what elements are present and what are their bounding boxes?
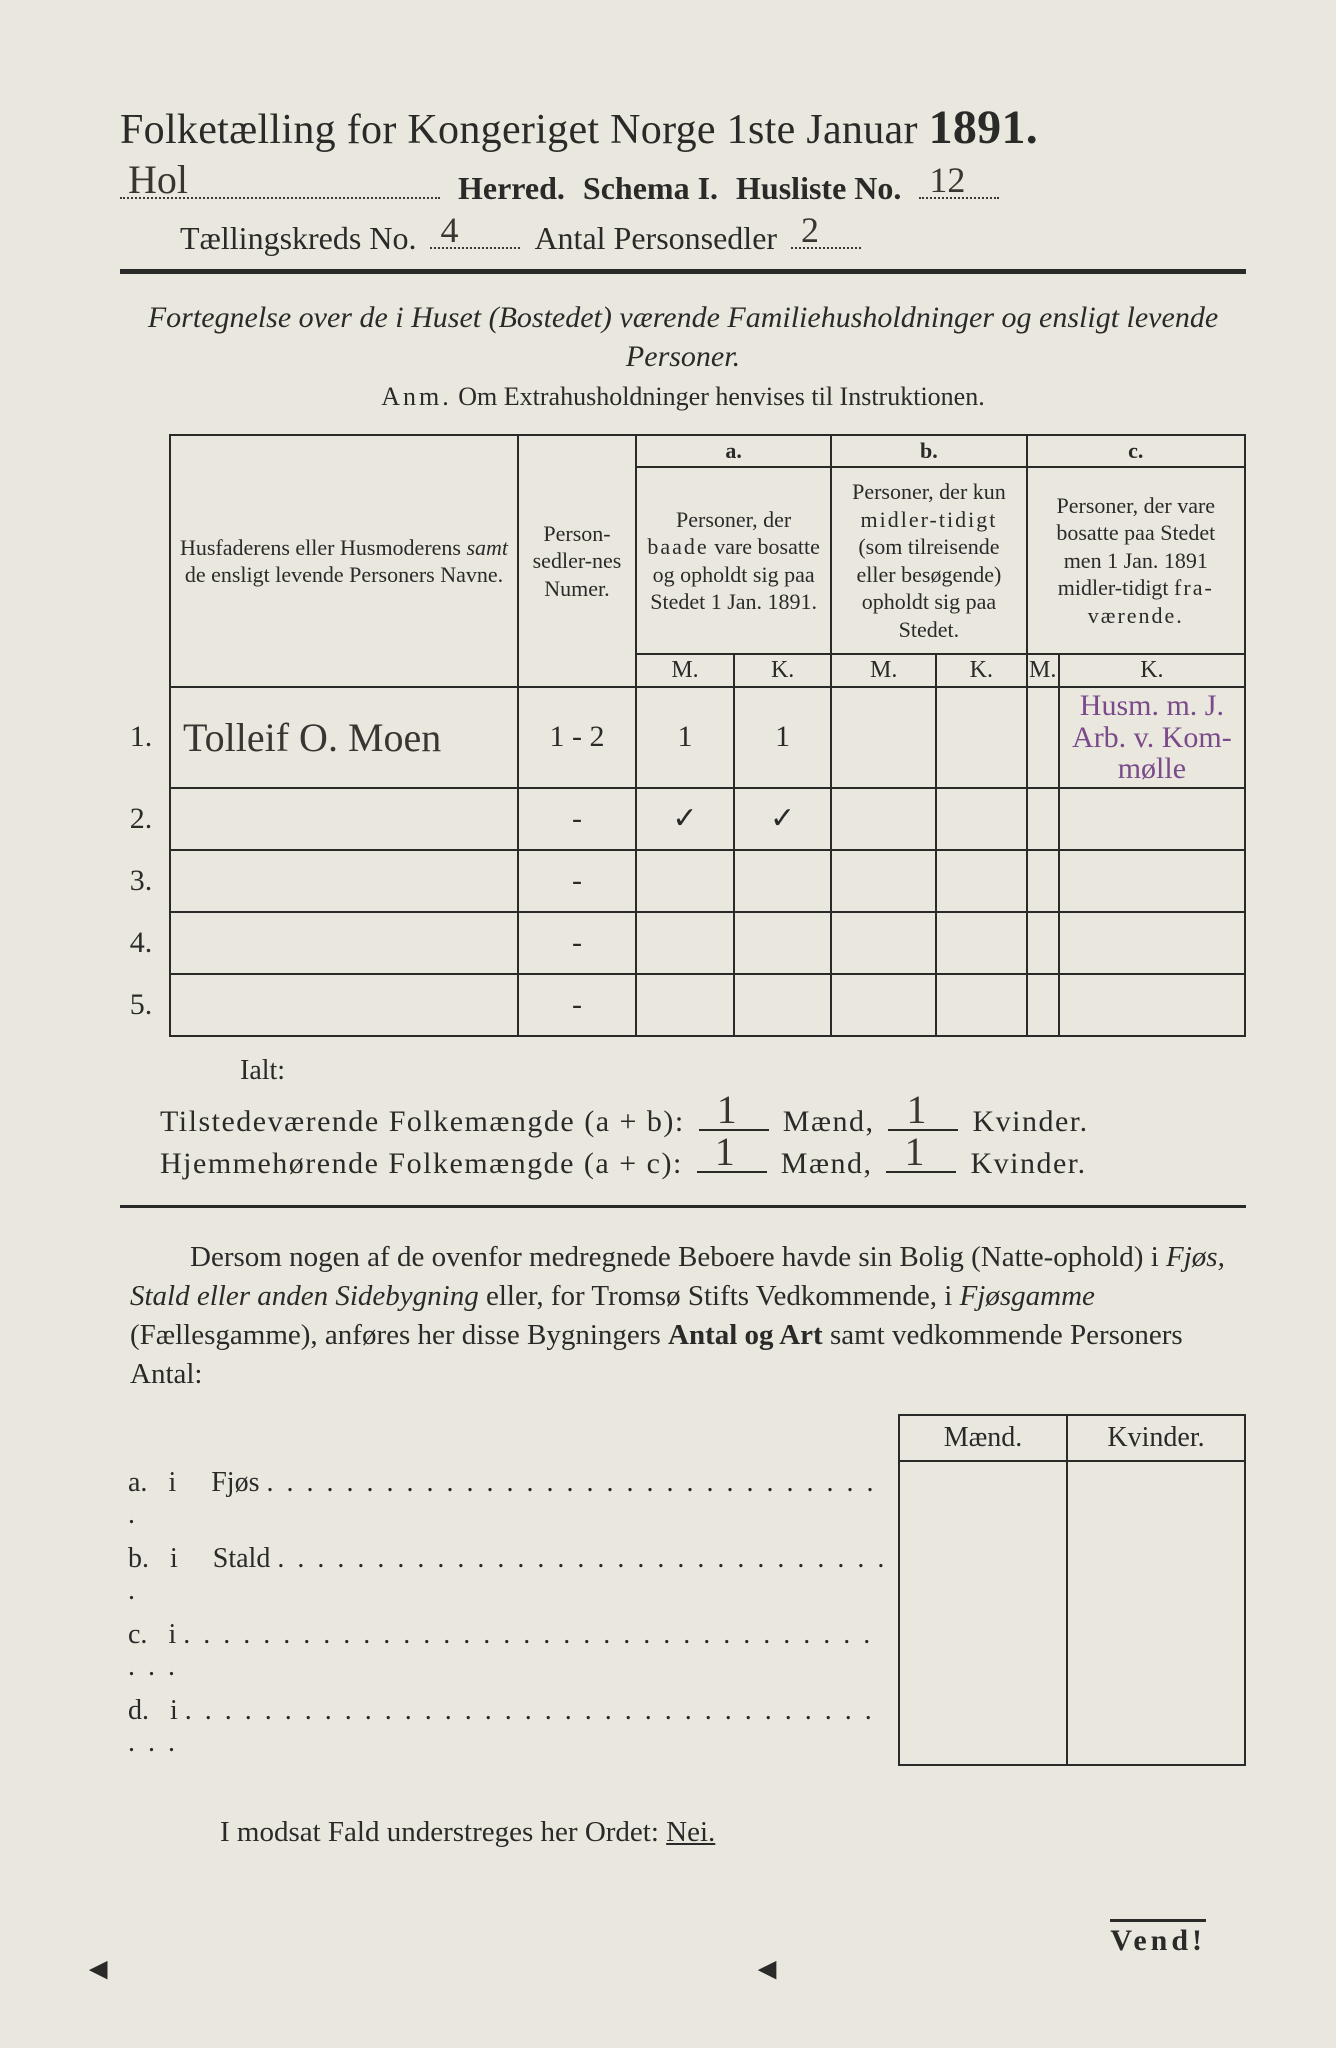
margin-note: Husm. m. J.Arb. v. Kom-mølle — [1059, 687, 1245, 788]
schema-label: Schema I. — [583, 170, 718, 207]
lower-row: b. i Stald . . . . . . . . . . . . . . .… — [120, 1537, 1245, 1613]
col-names: Husfaderens eller Husmoderens samt de en… — [170, 435, 518, 687]
herred-value: Hol — [128, 156, 188, 203]
col-a-label: a. — [636, 435, 831, 467]
table-body: 1. Tolleif O. Moen 1 - 2 1 1 Husm. m. J.… — [120, 687, 1245, 1036]
main-table: Husfaderens eller Husmoderens samt de en… — [120, 434, 1246, 1037]
table-row: 5. - — [120, 974, 1245, 1036]
kreds-field: 4 — [430, 217, 520, 249]
totals-line-1: Tilstedeværende Folkemængde (a + b): 1 M… — [160, 1101, 1246, 1139]
sedler-value: 2 — [801, 209, 819, 251]
c-m: M. — [1027, 654, 1059, 687]
c-k: K. — [1059, 654, 1245, 687]
herred-label: Herred. — [458, 170, 565, 207]
lower-table: Mænd. Kvinder. a. i Fjøs . . . . . . . .… — [120, 1414, 1246, 1766]
kreds-label: Tællingskreds No. — [180, 220, 416, 257]
row-name: Tolleif O. Moen — [183, 715, 441, 760]
herred-field: Hol — [120, 167, 440, 199]
corner-mark-left: ◂ — [90, 1948, 107, 1988]
table-row: 3. - — [120, 850, 1245, 912]
anm-text: Om Extrahusholdninger henvises til Instr… — [458, 382, 984, 411]
b-k: K. — [936, 654, 1027, 687]
a-k: K. — [734, 654, 831, 687]
b-m: M. — [831, 654, 936, 687]
rule-top — [120, 269, 1246, 274]
lower-row: c. i . . . . . . . . . . . . . . . . . .… — [120, 1613, 1245, 1689]
husliste-field: 12 — [919, 167, 999, 199]
corner-mark-mid: ◂ — [759, 1948, 776, 1988]
sedler-field: 2 — [791, 217, 861, 249]
kreds-value: 4 — [440, 209, 458, 251]
col-b-label: b. — [831, 435, 1026, 467]
modsat-line: I modsat Fald understreges her Ordet: Ne… — [220, 1816, 1246, 1849]
table-row: 1. Tolleif O. Moen 1 - 2 1 1 Husm. m. J.… — [120, 687, 1245, 788]
husliste-value: 12 — [929, 159, 965, 201]
header-line-2: Hol Herred. Schema I. Husliste No. 12 — [120, 167, 1246, 207]
sedler-label: Antal Personsedler — [534, 220, 777, 257]
col-c-label: c. — [1027, 435, 1245, 467]
title-year: 1891. — [929, 101, 1039, 154]
lower-paragraph: Dersom nogen af de ovenfor medregnede Be… — [130, 1238, 1236, 1395]
anm-label: Anm. — [381, 382, 452, 411]
header-line-3: Tællingskreds No. 4 Antal Personsedler 2 — [180, 217, 1246, 257]
intro-text: Fortegnelse over de i Huset (Bostedet) v… — [140, 298, 1226, 376]
anm-line: Anm. Om Extrahusholdninger henvises til … — [120, 382, 1246, 412]
lower-kvinder: Kvinder. — [1067, 1415, 1245, 1461]
vend-label: Vend! — [1110, 1919, 1206, 1958]
rule-mid — [120, 1205, 1246, 1208]
census-form-page: Folketælling for Kongeriget Norge 1ste J… — [0, 0, 1336, 2048]
lower-row: d. i . . . . . . . . . . . . . . . . . .… — [120, 1689, 1245, 1765]
table-row: 4. - — [120, 912, 1245, 974]
header-title: Folketælling for Kongeriget Norge 1ste J… — [120, 100, 1246, 155]
table-row: 2. - ✓ ✓ — [120, 788, 1245, 850]
totals-line-2: Hjemmehørende Folkemængde (a + c): 1 Mæn… — [160, 1143, 1246, 1181]
ialt-label: Ialt: — [240, 1055, 1246, 1087]
title-pre: Folketælling for Kongeriget Norge 1ste J… — [120, 107, 918, 153]
husliste-label: Husliste No. — [736, 170, 901, 207]
lower-maend: Mænd. — [899, 1415, 1067, 1461]
col-numer: Person-sedler-nes Numer. — [518, 435, 636, 687]
a-m: M. — [636, 654, 734, 687]
lower-row: a. i Fjøs . . . . . . . . . . . . . . . … — [120, 1461, 1245, 1537]
